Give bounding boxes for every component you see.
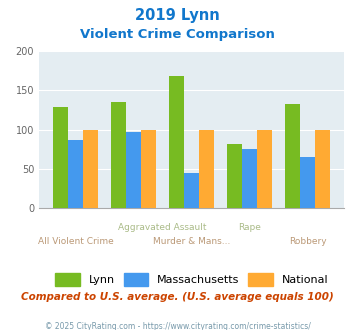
Bar — [285, 104, 300, 208]
Text: © 2025 CityRating.com - https://www.cityrating.com/crime-statistics/: © 2025 CityRating.com - https://www.city… — [45, 322, 310, 330]
Text: Murder & Mans...: Murder & Mans... — [153, 237, 230, 246]
Legend: Lynn, Massachusetts, National: Lynn, Massachusetts, National — [55, 273, 328, 286]
Text: Violent Crime Comparison: Violent Crime Comparison — [80, 28, 275, 41]
Text: All Violent Crime: All Violent Crime — [38, 237, 114, 246]
Bar — [53, 107, 68, 208]
Bar — [111, 102, 126, 208]
Bar — [315, 130, 331, 208]
Bar — [227, 144, 242, 208]
Text: 2019 Lynn: 2019 Lynn — [135, 8, 220, 23]
Bar — [141, 130, 156, 208]
Bar — [184, 173, 199, 208]
Bar — [83, 130, 98, 208]
Text: Robbery: Robbery — [289, 237, 327, 246]
Bar — [169, 76, 184, 208]
Bar — [300, 157, 315, 208]
Text: Rape: Rape — [238, 223, 261, 232]
Bar — [126, 132, 141, 208]
Bar — [242, 149, 257, 208]
Text: Compared to U.S. average. (U.S. average equals 100): Compared to U.S. average. (U.S. average … — [21, 292, 334, 302]
Bar — [68, 141, 83, 208]
Text: Aggravated Assault: Aggravated Assault — [119, 223, 207, 232]
Bar — [257, 130, 272, 208]
Bar — [199, 130, 214, 208]
